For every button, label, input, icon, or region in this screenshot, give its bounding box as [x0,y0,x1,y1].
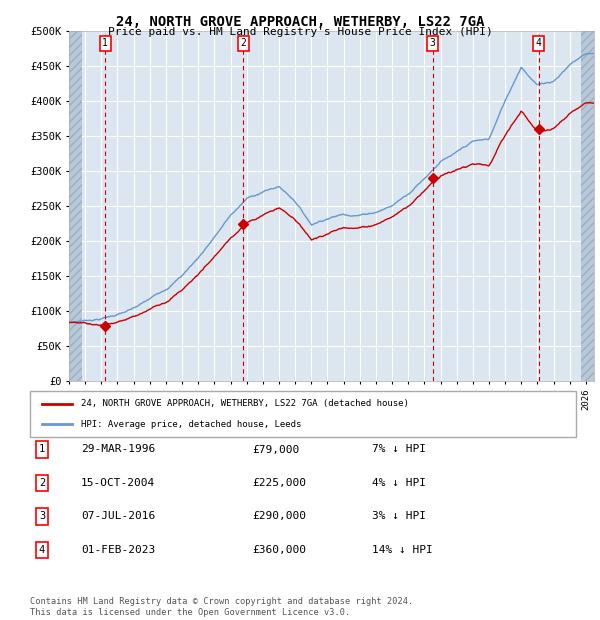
Text: 4% ↓ HPI: 4% ↓ HPI [372,478,426,488]
Text: 07-JUL-2016: 07-JUL-2016 [81,512,155,521]
Bar [69,31,82,381]
Text: HPI: Average price, detached house, Leeds: HPI: Average price, detached house, Leed… [81,420,301,428]
Text: 2: 2 [241,38,246,48]
Text: £360,000: £360,000 [252,545,306,555]
Text: Contains HM Land Registry data © Crown copyright and database right 2024.
This d: Contains HM Land Registry data © Crown c… [30,598,413,617]
Text: 3: 3 [430,38,436,48]
Text: 3: 3 [39,512,45,521]
Text: 14% ↓ HPI: 14% ↓ HPI [372,545,433,555]
Text: 01-FEB-2023: 01-FEB-2023 [81,545,155,555]
Text: 2: 2 [39,478,45,488]
Text: 15-OCT-2004: 15-OCT-2004 [81,478,155,488]
Text: £225,000: £225,000 [252,478,306,488]
Text: 24, NORTH GROVE APPROACH, WETHERBY, LS22 7GA: 24, NORTH GROVE APPROACH, WETHERBY, LS22… [116,16,484,30]
Text: £79,000: £79,000 [252,445,299,454]
Text: 7% ↓ HPI: 7% ↓ HPI [372,445,426,454]
Text: 4: 4 [536,38,542,48]
Text: £290,000: £290,000 [252,512,306,521]
Text: 24, NORTH GROVE APPROACH, WETHERBY, LS22 7GA (detached house): 24, NORTH GROVE APPROACH, WETHERBY, LS22… [81,399,409,408]
Text: 29-MAR-1996: 29-MAR-1996 [81,445,155,454]
Text: 4: 4 [39,545,45,555]
Bar [581,31,594,381]
Text: 3% ↓ HPI: 3% ↓ HPI [372,512,426,521]
Text: 1: 1 [39,445,45,454]
Text: Price paid vs. HM Land Registry's House Price Index (HPI): Price paid vs. HM Land Registry's House … [107,27,493,37]
Text: 1: 1 [102,38,108,48]
